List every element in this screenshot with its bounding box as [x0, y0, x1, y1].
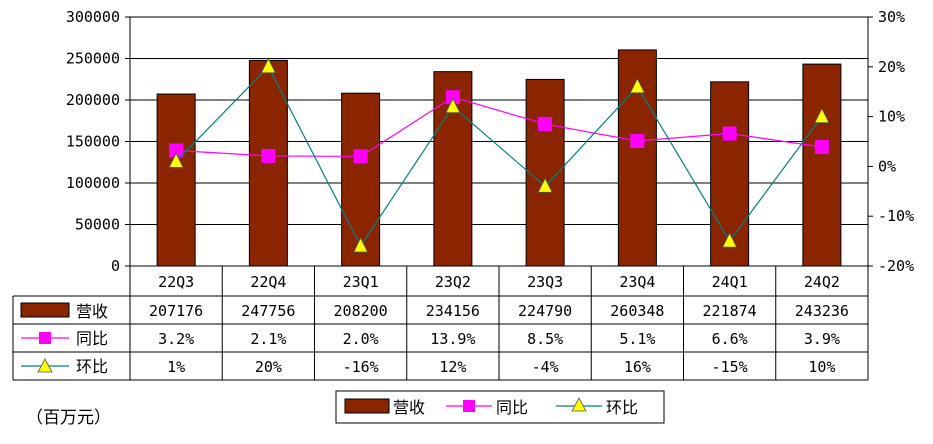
data-label: 16%: [624, 358, 651, 376]
data-table: 22Q3 22Q4 23Q1 23Q2 23Q3 23Q4 24Q1 24Q2 207176 24…: [12, 265, 869, 381]
left-tick-label: 100000: [66, 174, 120, 192]
right-tick-label: 20%: [878, 58, 905, 76]
right-tick-label: -10%: [878, 207, 914, 225]
square-key: [39, 332, 51, 344]
left-tick-label: 200000: [66, 91, 120, 109]
triangle-marker: [814, 107, 830, 123]
category-label: 22Q4: [250, 273, 286, 291]
right-tick-label: -20%: [878, 257, 914, 275]
left-tick-label: 50000: [75, 216, 120, 234]
data-label: 12%: [439, 358, 466, 376]
right-tick-label: 10%: [878, 108, 905, 126]
legend-label: 同比: [496, 398, 528, 417]
row-label: 营收: [76, 302, 108, 321]
data-label: 6.6%: [712, 330, 748, 348]
left-tick-label: 300000: [66, 8, 120, 26]
left-tick-label: 0: [111, 257, 120, 275]
data-label: 243236: [795, 302, 849, 320]
data-label: 247756: [241, 302, 295, 320]
right-tick-label: 0%: [878, 157, 896, 175]
legend-square-key: [463, 400, 475, 412]
data-label: 3.9%: [804, 330, 840, 348]
legend-triangle-key: [571, 397, 587, 412]
square-marker: [261, 148, 276, 163]
axes: 0 50000 100000 150000 200000 250000 300000 -20%…: [66, 8, 914, 275]
category-label: 23Q1: [343, 273, 379, 291]
data-label: 207176: [149, 302, 203, 320]
category-label: 24Q2: [804, 273, 840, 291]
data-label: -4%: [532, 358, 559, 376]
lines: [168, 57, 830, 253]
category-label: 23Q3: [527, 273, 563, 291]
data-label: -15%: [712, 358, 748, 376]
triangle-marker: [721, 232, 738, 248]
data-label: 13.9%: [430, 330, 475, 348]
row-label: 环比: [76, 357, 108, 376]
data-label: 1%: [167, 358, 185, 376]
legend-label: 营收: [393, 398, 425, 417]
data-label: 8.5%: [527, 330, 563, 348]
bar: [525, 78, 565, 267]
bars: [156, 49, 842, 267]
right-tick-label: 30%: [878, 8, 905, 26]
data-label: 260348: [610, 302, 664, 320]
data-label: 2.1%: [250, 330, 286, 348]
bar-key: [20, 302, 70, 318]
legend-bar-key: [344, 398, 390, 414]
data-label: 10%: [808, 358, 835, 376]
series-line: [175, 65, 823, 248]
left-tick-label: 250000: [66, 50, 120, 68]
row-label: 同比: [76, 329, 108, 348]
legend: 营收 同比 环比: [335, 390, 665, 424]
triangle-marker: [629, 77, 646, 94]
bar: [156, 93, 196, 267]
data-label: -16%: [343, 358, 379, 376]
data-label: 208200: [334, 302, 388, 320]
triangle-marker: [352, 237, 369, 253]
square-marker: [169, 143, 184, 158]
category-label: 22Q3: [158, 273, 194, 291]
data-label: 2.0%: [343, 330, 379, 348]
triangle-marker: [537, 177, 553, 193]
grid: [130, 16, 868, 225]
data-label: 224790: [518, 302, 572, 320]
data-label: 5.1%: [619, 330, 655, 348]
square-marker: [814, 139, 829, 154]
category-label: 23Q2: [435, 273, 471, 291]
triangle-marker: [260, 57, 277, 74]
square-marker: [722, 126, 737, 141]
square-marker: [445, 90, 460, 105]
left-tick-label: 150000: [66, 133, 120, 151]
bar: [802, 63, 842, 267]
bar: [248, 59, 288, 267]
unit-label: （百万元）: [26, 408, 111, 428]
legend-box: [335, 390, 665, 424]
square-marker: [630, 134, 645, 149]
triangle-key: [37, 358, 53, 373]
category-label: 23Q4: [619, 273, 655, 291]
triangle-marker: [445, 97, 461, 114]
series-line: [176, 96, 822, 158]
data-label: 3.2%: [158, 330, 194, 348]
square-marker: [353, 149, 368, 164]
data-label: 221874: [703, 302, 757, 320]
square-marker: [538, 117, 553, 132]
category-label: 24Q1: [712, 273, 748, 291]
triangle-marker: [168, 152, 184, 168]
data-label: 234156: [426, 302, 480, 320]
data-label: 20%: [255, 358, 282, 376]
legend-label: 环比: [606, 398, 638, 417]
